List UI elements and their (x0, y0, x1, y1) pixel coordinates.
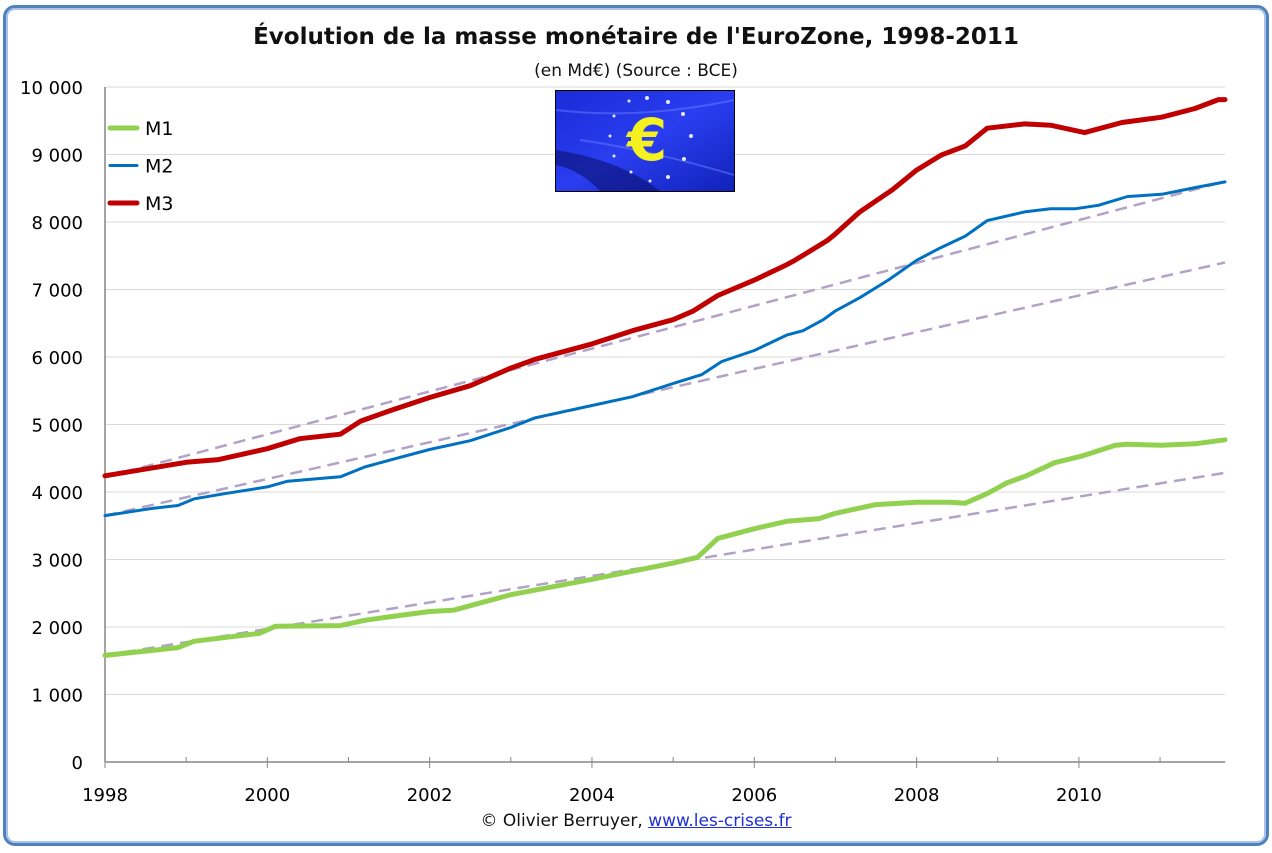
y-axis-labels: 0 1 000 2 000 3 000 4 000 5 000 6 000 7 000 8 00… (20, 78, 83, 774)
credit: © Olivier Berruyer, www.les-crises.fr (0, 811, 1272, 831)
chart-frame (3, 5, 1269, 846)
x-tick-label: 2002 (407, 785, 453, 806)
credit-author: © Olivier Berruyer, (480, 811, 643, 831)
y-tick-label: 0 (72, 753, 83, 774)
y-tick-label: 8 000 (31, 213, 83, 234)
y-tick-label: 2 000 (31, 618, 83, 639)
x-tick-label: 2010 (1056, 785, 1102, 806)
y-tick-label: 4 000 (31, 483, 83, 504)
x-tick-label: 2006 (731, 785, 777, 806)
y-tick-label: 1 000 (31, 686, 83, 707)
legend-label-m1: M1 (145, 118, 173, 140)
x-tick-label: 2004 (569, 785, 615, 806)
legend-label-m3: M3 (145, 193, 173, 215)
legend: M1 M2 M3 (107, 118, 173, 215)
x-tick-label: 2008 (894, 785, 940, 806)
series-lines (102, 97, 1228, 658)
series-line-m2 (103, 180, 1227, 518)
series-line-m1 (102, 437, 1228, 658)
trend-line (104, 180, 1226, 479)
chart-title: Évolution de la masse monétaire de l'Eur… (253, 24, 1019, 50)
x-axis: 1998 2000 2002 2004 2006 2008 2010 (82, 87, 1225, 806)
trend-lines (104, 180, 1226, 657)
y-tick-label: 10 000 (20, 78, 83, 99)
x-tick-label: 1998 (82, 785, 128, 806)
y-tick-label: 3 000 (31, 551, 83, 572)
legend-label-m2: M2 (145, 156, 173, 178)
y-tick-label: 9 000 (31, 146, 83, 167)
gridlines (105, 86, 1225, 695)
series-line-m3 (102, 97, 1228, 479)
euro-symbol: € (625, 106, 667, 174)
x-tick-label: 2000 (244, 785, 290, 806)
trend-line (104, 261, 1226, 517)
y-tick-label: 5 000 (31, 416, 83, 437)
credit-link[interactable]: www.les-crises.fr (648, 811, 792, 831)
euro-flag-image: € (555, 90, 735, 192)
y-tick-label: 7 000 (31, 281, 83, 302)
y-tick-label: 6 000 (31, 348, 83, 369)
chart-subtitle: (en Md€) (Source : BCE) (534, 61, 738, 81)
